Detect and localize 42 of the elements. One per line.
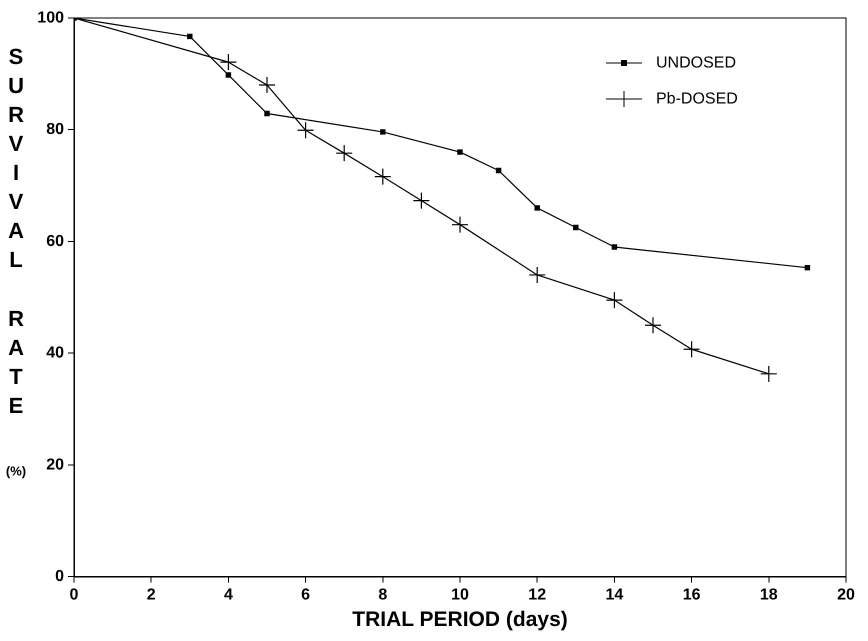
point xyxy=(187,34,193,40)
point xyxy=(457,149,463,155)
x-tick-label: 4 xyxy=(224,586,233,604)
point xyxy=(612,244,618,250)
point xyxy=(380,129,386,135)
point xyxy=(534,205,540,211)
x-tick-label: 0 xyxy=(70,586,79,604)
x-tick-label: 18 xyxy=(760,586,778,604)
x-tick-label: 6 xyxy=(301,586,310,604)
y-tick-label: 20 xyxy=(46,456,64,474)
y-tick-label: 80 xyxy=(46,121,64,138)
point xyxy=(760,365,778,382)
point xyxy=(258,76,276,94)
point xyxy=(226,72,232,78)
point xyxy=(451,216,469,234)
y-tick-label: 100 xyxy=(37,9,64,26)
legend-label: Pb-DOSED xyxy=(656,90,738,108)
point xyxy=(683,340,700,358)
point xyxy=(644,316,662,334)
legend-label: UNDOSED xyxy=(656,54,736,72)
point xyxy=(804,264,810,270)
point xyxy=(374,168,392,186)
point xyxy=(573,224,579,230)
y-tick-label: 0 xyxy=(55,568,64,586)
x-tick-label: 16 xyxy=(682,586,701,604)
x-tick-label: 20 xyxy=(837,586,855,604)
x-tick-label: 8 xyxy=(378,586,388,604)
point xyxy=(412,192,430,210)
point xyxy=(606,291,623,309)
point xyxy=(496,168,502,174)
point xyxy=(528,266,546,284)
x-tick-label: 14 xyxy=(606,586,624,604)
text: SURVIVAL RATE (%) xyxy=(6,44,26,479)
x-tick-label: 2 xyxy=(146,586,156,604)
x-tick-label: 10 xyxy=(451,586,469,604)
point xyxy=(336,144,353,162)
y-tick-label: 40 xyxy=(46,344,64,362)
x-axis-title: TRIAL PERIOD (days) xyxy=(352,608,568,632)
y-tick-label: 60 xyxy=(46,232,64,250)
point xyxy=(297,122,314,139)
x-tick-label: 12 xyxy=(528,586,546,604)
point xyxy=(220,54,237,71)
